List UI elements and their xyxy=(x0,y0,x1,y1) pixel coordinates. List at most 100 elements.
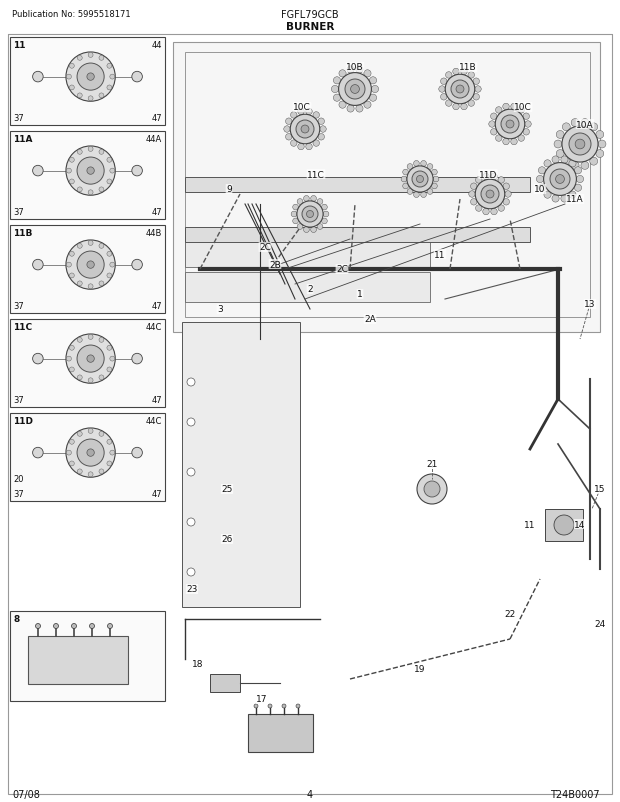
Text: 10B: 10B xyxy=(346,63,364,72)
Circle shape xyxy=(107,86,112,91)
Circle shape xyxy=(88,285,93,290)
Circle shape xyxy=(505,192,511,198)
Circle shape xyxy=(471,200,477,206)
Circle shape xyxy=(347,67,354,74)
Circle shape xyxy=(476,180,505,209)
Text: 11: 11 xyxy=(525,520,536,529)
Circle shape xyxy=(403,184,409,189)
Circle shape xyxy=(286,135,292,141)
Circle shape xyxy=(77,252,104,279)
Text: 8: 8 xyxy=(13,614,19,623)
Text: 44A: 44A xyxy=(146,135,162,144)
Bar xyxy=(10,225,165,314)
Circle shape xyxy=(401,177,407,183)
Circle shape xyxy=(574,184,582,192)
Text: 11C: 11C xyxy=(13,322,32,331)
Circle shape xyxy=(495,136,502,142)
Circle shape xyxy=(347,106,354,113)
Circle shape xyxy=(498,205,505,212)
Circle shape xyxy=(414,192,419,198)
Bar xyxy=(545,509,583,541)
Text: 10: 10 xyxy=(534,185,546,194)
Text: 19: 19 xyxy=(414,665,426,674)
Text: 47: 47 xyxy=(151,395,162,404)
Circle shape xyxy=(421,161,427,167)
Circle shape xyxy=(495,107,502,114)
Text: 47: 47 xyxy=(151,302,162,310)
Text: 2C: 2C xyxy=(336,265,348,274)
Circle shape xyxy=(446,101,452,107)
Circle shape xyxy=(284,127,290,133)
Circle shape xyxy=(268,704,272,708)
Circle shape xyxy=(110,263,115,268)
Circle shape xyxy=(476,177,482,184)
Circle shape xyxy=(33,354,43,364)
Circle shape xyxy=(503,139,509,146)
Circle shape xyxy=(473,95,479,101)
Circle shape xyxy=(107,367,112,372)
Circle shape xyxy=(311,228,316,233)
Circle shape xyxy=(569,134,591,156)
Text: 37: 37 xyxy=(13,395,24,404)
Circle shape xyxy=(350,86,360,95)
Circle shape xyxy=(110,451,115,456)
Circle shape xyxy=(298,109,304,115)
Circle shape xyxy=(483,209,489,216)
Text: 11C: 11C xyxy=(307,170,325,180)
Circle shape xyxy=(110,75,115,80)
Circle shape xyxy=(33,260,43,270)
Circle shape xyxy=(571,162,579,170)
Circle shape xyxy=(364,102,371,109)
Circle shape xyxy=(107,158,112,163)
Circle shape xyxy=(107,180,112,184)
Circle shape xyxy=(412,172,428,188)
Circle shape xyxy=(290,115,320,144)
Text: 44C: 44C xyxy=(146,322,162,331)
Circle shape xyxy=(69,346,74,350)
Circle shape xyxy=(569,192,576,199)
Circle shape xyxy=(88,191,93,196)
Text: 22: 22 xyxy=(505,610,516,618)
Circle shape xyxy=(304,196,309,202)
Circle shape xyxy=(88,379,93,383)
Circle shape xyxy=(407,189,413,195)
Circle shape xyxy=(306,144,312,151)
Circle shape xyxy=(574,168,582,175)
Circle shape xyxy=(66,241,115,290)
Circle shape xyxy=(66,53,115,102)
Circle shape xyxy=(311,196,316,202)
Circle shape xyxy=(69,180,74,184)
Bar xyxy=(10,611,165,701)
Circle shape xyxy=(511,139,517,146)
Circle shape xyxy=(441,95,447,101)
Circle shape xyxy=(291,112,297,119)
Circle shape xyxy=(88,472,93,477)
Circle shape xyxy=(110,357,115,362)
Circle shape xyxy=(495,110,525,140)
Circle shape xyxy=(561,156,568,164)
Circle shape xyxy=(99,94,104,99)
Circle shape xyxy=(433,177,439,183)
Circle shape xyxy=(107,624,112,629)
Circle shape xyxy=(334,78,340,85)
Circle shape xyxy=(550,170,570,190)
Circle shape xyxy=(491,209,497,216)
Circle shape xyxy=(66,75,71,80)
Text: 10C: 10C xyxy=(514,103,532,112)
Circle shape xyxy=(33,72,43,83)
Circle shape xyxy=(88,335,93,340)
Text: 44: 44 xyxy=(151,41,162,50)
Text: 44B: 44B xyxy=(146,229,162,237)
Circle shape xyxy=(78,375,82,380)
Circle shape xyxy=(581,162,589,170)
Text: 2C: 2C xyxy=(259,243,271,252)
Circle shape xyxy=(554,141,562,149)
Circle shape xyxy=(69,367,74,372)
Circle shape xyxy=(99,282,104,286)
Text: 37: 37 xyxy=(13,302,24,310)
Circle shape xyxy=(187,379,195,387)
Circle shape xyxy=(317,200,323,205)
Circle shape xyxy=(403,170,409,176)
Circle shape xyxy=(461,69,467,75)
Circle shape xyxy=(69,86,74,91)
